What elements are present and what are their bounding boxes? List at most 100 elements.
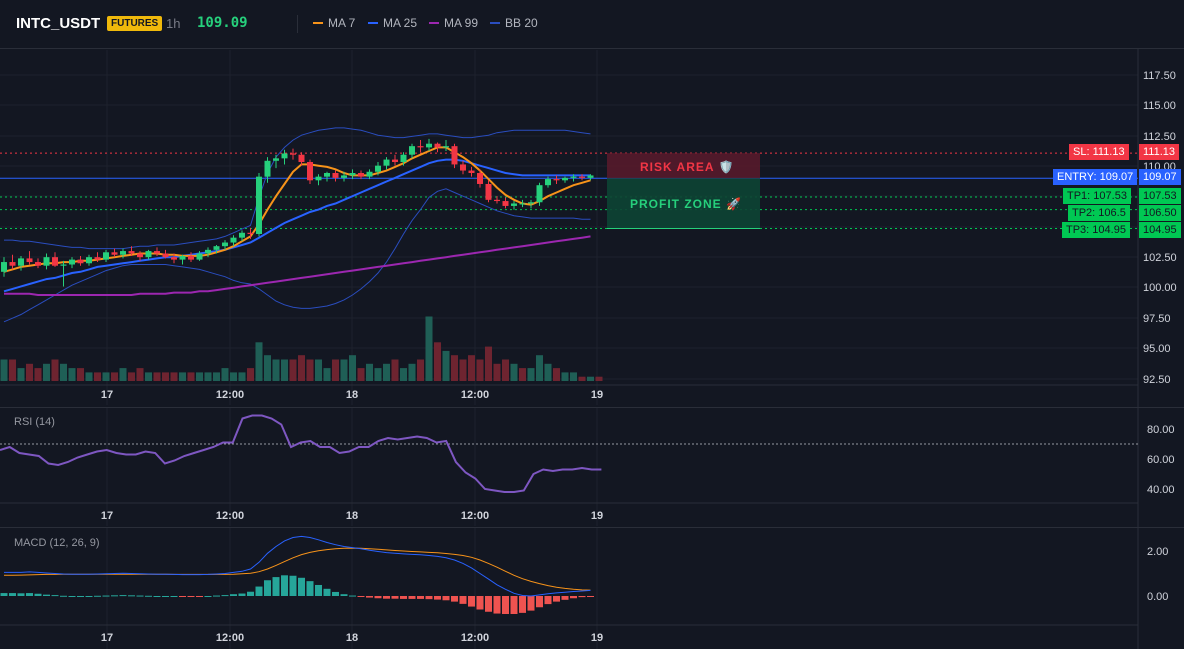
volume-bar — [408, 363, 416, 381]
macd-histogram-bar — [374, 596, 382, 599]
candle-body — [171, 257, 177, 260]
futures-badge: FUTURES — [107, 16, 163, 31]
candle-body — [392, 159, 398, 163]
volume-bar — [383, 363, 390, 381]
volume-bar — [9, 359, 16, 381]
volume-bar — [145, 372, 152, 381]
price-axis-tick: 117.50 — [1143, 70, 1176, 82]
volume-bar — [417, 359, 424, 381]
volume-bar — [26, 363, 33, 381]
macd-line — [4, 535, 591, 597]
volume-bar — [357, 368, 365, 381]
candle-body — [298, 154, 305, 163]
price-axis-tick: 100.00 — [1143, 282, 1177, 294]
candle-body — [154, 251, 160, 254]
volume-bar — [306, 359, 314, 381]
pane-divider-rsi[interactable] — [0, 407, 1184, 408]
rsi-line — [0, 414, 602, 493]
candle-body — [417, 146, 424, 148]
macd-histogram-bar — [553, 596, 560, 602]
volume-bar — [111, 372, 118, 381]
header-divider — [297, 15, 298, 33]
macd-histogram-bar — [170, 596, 178, 597]
macd-histogram-bar — [204, 596, 212, 597]
macd-histogram-bar — [221, 595, 229, 597]
time-axis-tick: 18 — [346, 389, 358, 401]
ma99-line — [4, 235, 591, 296]
macd-histogram-bar — [153, 596, 161, 597]
candle-body — [358, 172, 364, 177]
macd-histogram-bar — [102, 595, 110, 597]
macd-histogram-bar — [323, 588, 331, 596]
time-axis-tick: 12:00 — [461, 632, 489, 644]
macd-histogram-bar — [17, 593, 25, 596]
risk-zone-rect — [607, 153, 760, 179]
macd-histogram-bar — [281, 575, 288, 596]
candle-body — [383, 159, 390, 166]
macd-histogram-bar — [213, 595, 220, 597]
candle-body — [247, 232, 254, 234]
legend-bb20[interactable]: BB 20 — [490, 16, 538, 30]
legend-ma7[interactable]: MA 7 — [313, 16, 355, 30]
candle-body — [324, 172, 330, 177]
volume-bar — [544, 363, 552, 381]
candle-body — [562, 177, 568, 181]
macd-histogram-bar — [111, 595, 118, 597]
volume-bar — [196, 372, 203, 381]
pane-divider-macd[interactable] — [0, 527, 1184, 528]
price-axis-tick: 115.00 — [1143, 100, 1176, 112]
candle-body — [409, 146, 415, 155]
macd-histogram-bar — [51, 595, 59, 597]
time-axis-tick: 17 — [101, 510, 113, 522]
macd-histogram-bar — [34, 593, 42, 596]
volume-bar — [136, 368, 144, 381]
volume-bar — [281, 359, 288, 381]
candle-body — [196, 253, 203, 260]
macd-histogram-bar — [587, 596, 594, 597]
legend-ma25[interactable]: MA 25 — [368, 16, 417, 30]
volume-bar — [17, 368, 25, 381]
macd-histogram-bar — [451, 596, 458, 602]
volume-bar — [502, 359, 509, 381]
macd-histogram-bar — [238, 593, 246, 596]
volume-bar — [332, 359, 339, 381]
candle-body — [485, 183, 492, 200]
candle-body — [400, 154, 407, 163]
timeframe-label[interactable]: 1h — [166, 16, 181, 31]
candle-body — [213, 246, 220, 250]
macd-histogram-bar — [26, 593, 33, 596]
volume-bar — [570, 372, 577, 381]
ma7-swatch-icon — [313, 22, 323, 24]
macd-histogram-bar — [425, 596, 433, 600]
rsi-axis-tick: 60.00 — [1147, 454, 1175, 466]
macd-histogram-bar — [493, 596, 501, 614]
macd-histogram-bar — [536, 596, 543, 608]
candle-body — [60, 264, 67, 266]
price-axis-tick: 102.50 — [1143, 252, 1177, 264]
volume-bar — [510, 363, 518, 381]
volume-bar — [0, 359, 8, 381]
volume-bar — [77, 368, 84, 381]
macd-histogram-bar — [332, 591, 339, 596]
symbol-title[interactable]: INTC_USDT — [16, 15, 101, 32]
candle-body — [43, 257, 50, 266]
candle-body — [502, 201, 509, 206]
macd-histogram-bar — [408, 596, 416, 599]
volume-bar — [595, 376, 603, 381]
candle-body — [375, 165, 381, 172]
volume-bar — [94, 372, 101, 381]
tp2-axis-label: 106.50 — [1139, 205, 1181, 221]
legend-ma99[interactable]: MA 99 — [429, 16, 478, 30]
ma25-swatch-icon — [368, 22, 378, 24]
volume-bar — [476, 359, 484, 381]
candle-body — [86, 257, 92, 264]
volume-bar — [527, 368, 535, 381]
volume-bar — [425, 316, 433, 381]
macd-histogram-bar — [162, 596, 169, 597]
candle-body — [366, 171, 373, 177]
price-axis-tick: 92.50 — [1143, 374, 1171, 386]
macd-histogram-bar — [468, 596, 475, 607]
volume-bar — [34, 368, 42, 381]
macd-histogram-bar — [476, 596, 484, 610]
